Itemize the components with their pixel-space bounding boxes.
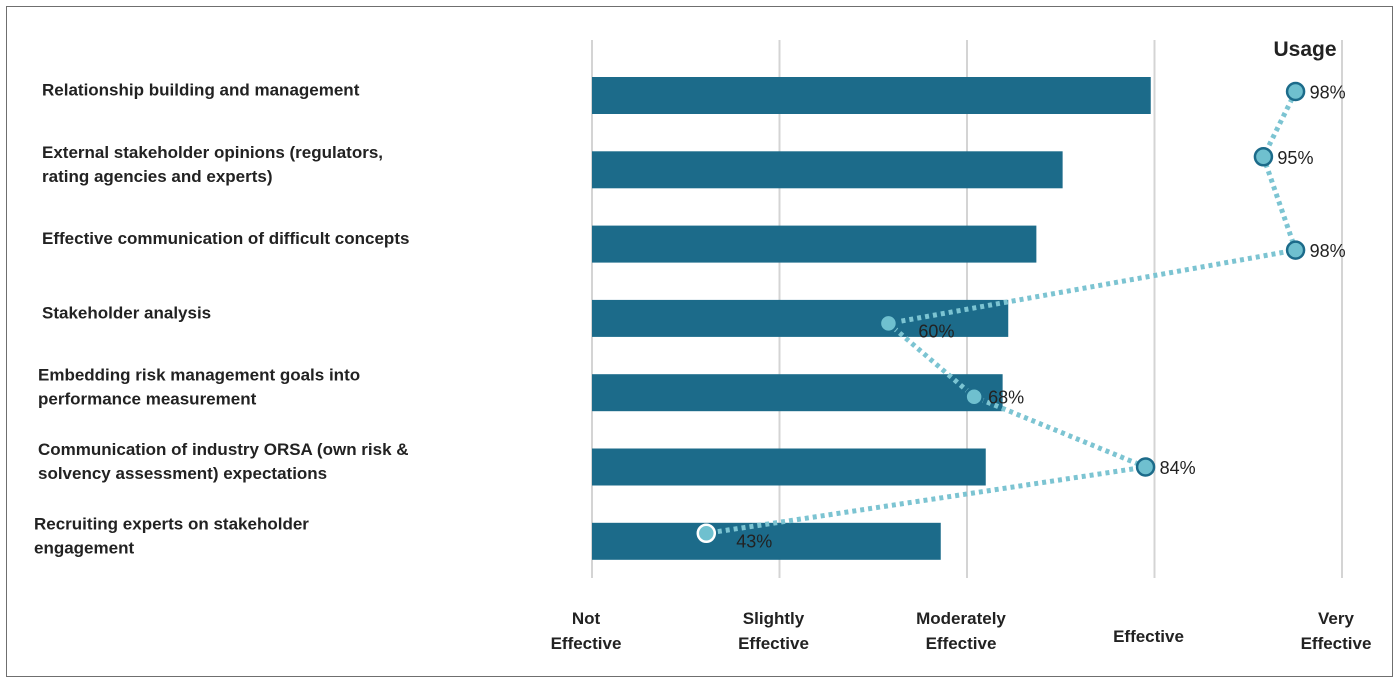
bar (592, 77, 1151, 114)
usage-title: Usage (1273, 38, 1336, 61)
x-tick-labels: Not Effective Slightly Effective Moderately E… (551, 609, 1372, 653)
x-tick-label: Very Effective (1301, 609, 1372, 653)
bar (592, 448, 986, 486)
x-tick-label: Not Effective (551, 609, 622, 653)
bar (592, 299, 1009, 337)
x-tick-label: Effective (1113, 627, 1184, 646)
bar (592, 151, 1063, 189)
bar (592, 225, 1037, 263)
bar (592, 522, 941, 560)
usage-value-label: 43% (736, 531, 772, 551)
usage-marker (878, 313, 899, 334)
usage-series: 98% 95% 98% 60% 68% 84% 43% (696, 81, 1346, 551)
category-label: Communication of industry ORSA (own risk… (38, 440, 409, 483)
usage-marker (1285, 81, 1306, 102)
usage-marker (1253, 147, 1274, 167)
x-tick-label: Slightly Effective (738, 609, 809, 653)
category-label: External stakeholder opinions (regulator… (42, 143, 383, 186)
bar (592, 374, 1003, 412)
usage-value-label: 98% (1310, 83, 1346, 103)
usage-marker (1285, 240, 1306, 260)
usage-marker (696, 523, 717, 544)
usage-value-label: 60% (918, 321, 954, 341)
usage-marker (1135, 457, 1156, 477)
usage-value-label: 68% (988, 388, 1024, 408)
category-label: Relationship building and management (42, 81, 360, 100)
category-label: Recruiting experts on stakeholder engagem… (34, 514, 309, 557)
bars (592, 77, 1151, 560)
x-tick-label: Moderately Effective (916, 609, 1006, 653)
category-label: Stakeholder analysis (42, 303, 211, 322)
usage-value-label: 98% (1310, 241, 1346, 261)
usage-value-label: 95% (1277, 148, 1313, 168)
category-label: Effective communication of difficult con… (42, 229, 409, 248)
chart-frame (6, 6, 1393, 677)
usage-marker (964, 386, 984, 407)
category-label: Embedding risk management goals into perf… (38, 366, 360, 409)
category-labels: Relationship building and management Exte… (34, 81, 409, 558)
usage-value-label: 84% (1160, 458, 1196, 478)
